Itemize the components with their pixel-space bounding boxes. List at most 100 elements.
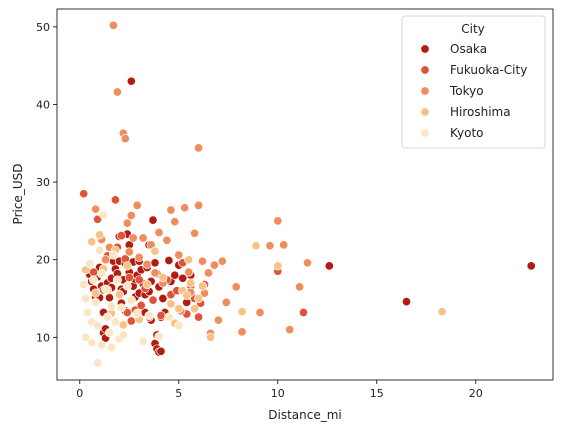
data-point-tokyo-8 xyxy=(122,218,132,228)
data-point-tokyo-11 xyxy=(128,233,138,243)
data-point-fukuoka-city-5 xyxy=(110,195,120,205)
data-point-kyoto-25 xyxy=(118,330,128,340)
data-point-kyoto-27 xyxy=(126,295,136,305)
data-point-fukuoka-city-7 xyxy=(116,231,126,241)
points-layer xyxy=(79,20,536,368)
data-point-tokyo-12 xyxy=(132,200,142,210)
data-point-kyoto-22 xyxy=(112,275,122,285)
data-point-fukuoka-city-17 xyxy=(148,295,158,305)
data-point-kyoto-10 xyxy=(93,321,103,331)
legend-items: Osaka Fukuoka-City Tokyo Hiroshima Kyoto xyxy=(420,42,527,140)
data-point-osaka-55 xyxy=(156,346,166,356)
data-point-hiroshima-25 xyxy=(205,332,216,342)
data-point-tokyo-14 xyxy=(138,233,148,243)
data-point-kyoto-15 xyxy=(100,284,111,294)
data-point-fukuoka-city-10 xyxy=(124,272,134,283)
data-point-kyoto-7 xyxy=(89,275,99,285)
data-point-tokyo-45 xyxy=(285,325,295,335)
data-point-osaka-58 xyxy=(164,255,174,266)
x-tick-label-1: 5 xyxy=(175,387,182,400)
data-point-osaka-30 xyxy=(126,76,136,86)
data-point-hiroshima-2 xyxy=(91,288,101,298)
data-point-kyoto-1 xyxy=(81,293,91,304)
data-point-kyoto-9 xyxy=(93,358,103,368)
data-point-tokyo-5 xyxy=(112,87,122,97)
data-point-tokyo-37 xyxy=(217,256,227,266)
data-point-fukuoka-city-11 xyxy=(126,316,136,326)
data-point-kyoto-6 xyxy=(87,338,97,348)
data-point-tokyo-33 xyxy=(203,268,214,278)
data-point-tokyo-46 xyxy=(295,282,305,292)
y-tick-label-2: 30 xyxy=(36,176,50,189)
data-point-tokyo-9 xyxy=(124,247,134,257)
data-point-kyoto-33 xyxy=(174,321,184,331)
data-point-hiroshima-26 xyxy=(237,307,247,317)
data-point-hiroshima-28 xyxy=(273,261,283,271)
data-point-kyoto-28 xyxy=(132,308,142,318)
data-point-fukuoka-city-1 xyxy=(89,267,99,277)
data-point-kyoto-17 xyxy=(104,328,115,338)
data-point-tokyo-41 xyxy=(255,307,265,318)
x-tick-label-3: 15 xyxy=(370,387,384,400)
legend-label-osaka: Osaka xyxy=(450,42,487,56)
data-point-tokyo-17 xyxy=(150,268,160,278)
data-point-fukuoka-city-14 xyxy=(136,300,146,311)
legend-box xyxy=(401,15,546,149)
data-point-kyoto-26 xyxy=(122,281,132,291)
data-point-tokyo-31 xyxy=(197,256,208,266)
data-point-tokyo-20 xyxy=(162,235,172,245)
data-point-tokyo-7 xyxy=(120,134,130,144)
data-point-kyoto-12 xyxy=(97,269,107,279)
data-point-hiroshima-12 xyxy=(142,279,152,290)
data-point-tokyo-0 xyxy=(91,204,101,214)
x-tick-label-0: 0 xyxy=(76,387,83,400)
data-point-tokyo-4 xyxy=(108,20,118,30)
data-point-osaka-13 xyxy=(104,293,115,303)
data-point-hiroshima-13 xyxy=(150,246,160,256)
legend-marker-tokyo xyxy=(420,86,430,96)
data-point-osaka-65 xyxy=(324,261,334,271)
x-tick-label-2: 10 xyxy=(271,387,285,400)
data-point-tokyo-44 xyxy=(279,240,289,250)
data-point-kyoto-8 xyxy=(91,297,101,307)
data-point-kyoto-18 xyxy=(106,301,117,311)
data-point-osaka-62 xyxy=(178,273,188,283)
data-point-tokyo-35 xyxy=(209,260,219,270)
legend-marker-fukuoka-city xyxy=(420,65,430,75)
data-point-tokyo-18 xyxy=(154,227,164,238)
data-point-hiroshima-14 xyxy=(158,272,168,283)
data-point-osaka-67 xyxy=(526,261,536,271)
legend-marker-kyoto xyxy=(420,128,430,138)
data-point-tokyo-22 xyxy=(170,217,180,227)
data-point-kyoto-24 xyxy=(116,303,126,313)
y-axis-ticks: 10 20 30 40 50 xyxy=(36,21,57,344)
data-point-kyoto-20 xyxy=(108,250,118,260)
legend-label-tokyo: Tokyo xyxy=(449,84,484,98)
data-point-osaka-48 xyxy=(150,258,160,268)
y-tick-label-4: 50 xyxy=(36,21,50,34)
data-point-kyoto-2 xyxy=(81,332,91,342)
x-axis-label: Distance_mi xyxy=(268,408,342,422)
data-point-tokyo-15 xyxy=(142,259,152,269)
legend-label-kyoto: Kyoto xyxy=(450,126,484,140)
y-tick-label-0: 10 xyxy=(36,331,50,344)
data-point-fukuoka-city-0 xyxy=(79,189,89,199)
data-point-osaka-66 xyxy=(401,297,412,307)
data-point-hiroshima-10 xyxy=(122,261,132,271)
data-point-fukuoka-city-31 xyxy=(298,307,309,318)
x-tick-label-4: 20 xyxy=(469,387,483,400)
data-point-kyoto-13 xyxy=(97,340,107,350)
data-point-osaka-47 xyxy=(148,215,158,225)
data-point-hiroshima-21 xyxy=(186,278,196,288)
data-point-tokyo-39 xyxy=(231,282,241,292)
legend-label-hiroshima: Hiroshima xyxy=(450,105,511,119)
data-point-hiroshima-27 xyxy=(251,241,261,251)
data-point-tokyo-10 xyxy=(126,210,136,221)
data-point-hiroshima-9 xyxy=(118,320,128,330)
data-point-hiroshima-17 xyxy=(174,304,184,314)
data-point-fukuoka-city-27 xyxy=(194,312,204,322)
legend-title: City xyxy=(461,22,485,36)
data-point-tokyo-40 xyxy=(237,327,247,337)
y-tick-label-3: 40 xyxy=(36,98,50,111)
